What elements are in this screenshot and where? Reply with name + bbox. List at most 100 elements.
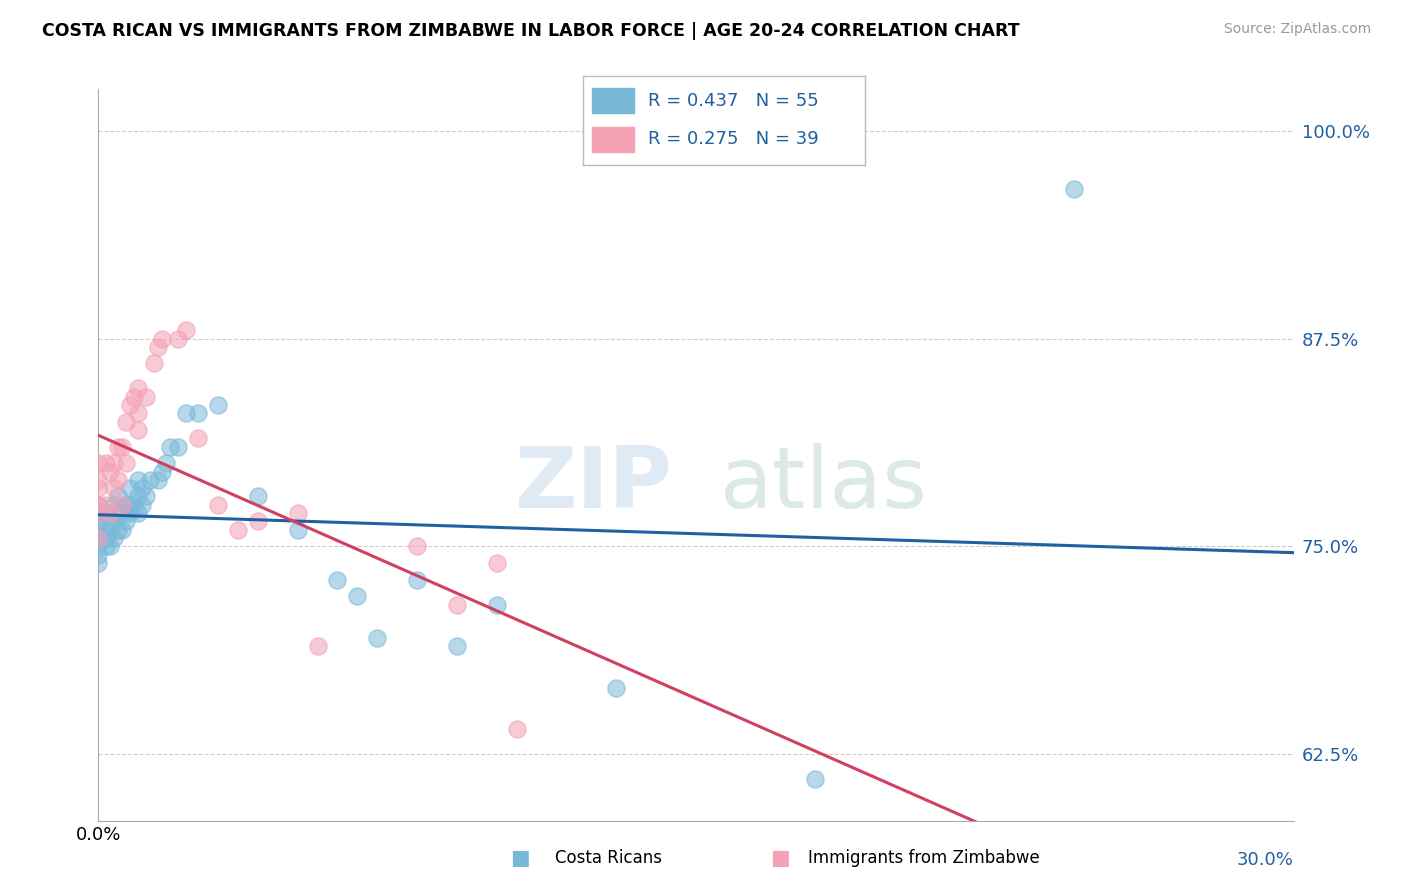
Point — [87, 523, 110, 537]
Point — [804, 772, 827, 786]
Point — [148, 340, 170, 354]
Point — [87, 556, 110, 570]
Point — [98, 523, 122, 537]
Point — [111, 498, 134, 512]
Point — [87, 456, 110, 470]
Point — [124, 390, 146, 404]
Point — [98, 465, 122, 479]
Point — [96, 456, 118, 470]
Point — [96, 523, 118, 537]
Point — [87, 548, 110, 562]
Point — [98, 506, 122, 520]
Point — [107, 473, 129, 487]
Point — [120, 481, 142, 495]
Point — [246, 515, 269, 529]
Point — [207, 398, 229, 412]
Text: Costa Ricans: Costa Ricans — [555, 849, 662, 867]
Point — [135, 490, 157, 504]
Point — [187, 406, 209, 420]
Point — [107, 490, 129, 504]
Point — [307, 639, 329, 653]
Point — [87, 481, 110, 495]
Text: ■: ■ — [510, 848, 530, 868]
Point — [103, 531, 125, 545]
Point — [103, 481, 125, 495]
Point — [87, 506, 110, 520]
Point — [366, 631, 388, 645]
Point — [246, 490, 269, 504]
Point — [131, 498, 153, 512]
Point — [605, 681, 627, 695]
Point — [1063, 182, 1085, 196]
Point — [406, 573, 429, 587]
Point — [115, 498, 138, 512]
Point — [87, 531, 110, 545]
Point — [98, 506, 122, 520]
Point — [131, 481, 153, 495]
Point — [87, 473, 110, 487]
Point — [120, 506, 142, 520]
Bar — [592, 127, 634, 152]
Point — [159, 440, 181, 454]
Point — [207, 498, 229, 512]
Point — [111, 506, 134, 520]
Point — [226, 523, 249, 537]
Point — [87, 498, 110, 512]
Text: ■: ■ — [770, 848, 790, 868]
Point — [127, 473, 149, 487]
Text: Immigrants from Zimbabwe: Immigrants from Zimbabwe — [808, 849, 1040, 867]
Point — [120, 398, 142, 412]
Text: ZIP: ZIP — [515, 442, 672, 525]
Point — [98, 539, 122, 553]
Point — [326, 573, 349, 587]
Point — [148, 473, 170, 487]
Text: Source: ZipAtlas.com: Source: ZipAtlas.com — [1223, 22, 1371, 37]
Point — [124, 498, 146, 512]
Point — [111, 523, 134, 537]
Point — [107, 506, 129, 520]
Point — [139, 473, 162, 487]
Point — [287, 523, 309, 537]
Point — [96, 539, 118, 553]
Point — [87, 531, 110, 545]
Point — [174, 406, 197, 420]
Point — [127, 381, 149, 395]
Point — [485, 556, 508, 570]
Point — [115, 456, 138, 470]
Point — [127, 423, 149, 437]
Point — [287, 506, 309, 520]
Bar — [592, 88, 634, 113]
Point — [174, 323, 197, 337]
Point — [485, 598, 508, 612]
Point — [115, 515, 138, 529]
Point — [96, 531, 118, 545]
Point — [406, 539, 429, 553]
Point — [103, 456, 125, 470]
Point — [135, 390, 157, 404]
Point — [103, 515, 125, 529]
Point — [187, 431, 209, 445]
Point — [167, 332, 190, 346]
Point — [346, 589, 368, 603]
Point — [143, 356, 166, 370]
Point — [150, 465, 173, 479]
Point — [96, 498, 118, 512]
Point — [107, 523, 129, 537]
Point — [127, 406, 149, 420]
Text: COSTA RICAN VS IMMIGRANTS FROM ZIMBABWE IN LABOR FORCE | AGE 20-24 CORRELATION C: COSTA RICAN VS IMMIGRANTS FROM ZIMBABWE … — [42, 22, 1019, 40]
Point — [111, 440, 134, 454]
Point — [87, 506, 110, 520]
Point — [87, 515, 110, 529]
Text: R = 0.437   N = 55: R = 0.437 N = 55 — [648, 92, 818, 110]
Point — [150, 332, 173, 346]
Point — [167, 440, 190, 454]
Point — [87, 539, 110, 553]
Text: R = 0.275   N = 39: R = 0.275 N = 39 — [648, 130, 818, 148]
Point — [96, 506, 118, 520]
Point — [446, 598, 468, 612]
Point — [107, 440, 129, 454]
Point — [506, 722, 529, 736]
Point — [127, 490, 149, 504]
Point — [127, 506, 149, 520]
Point — [120, 498, 142, 512]
